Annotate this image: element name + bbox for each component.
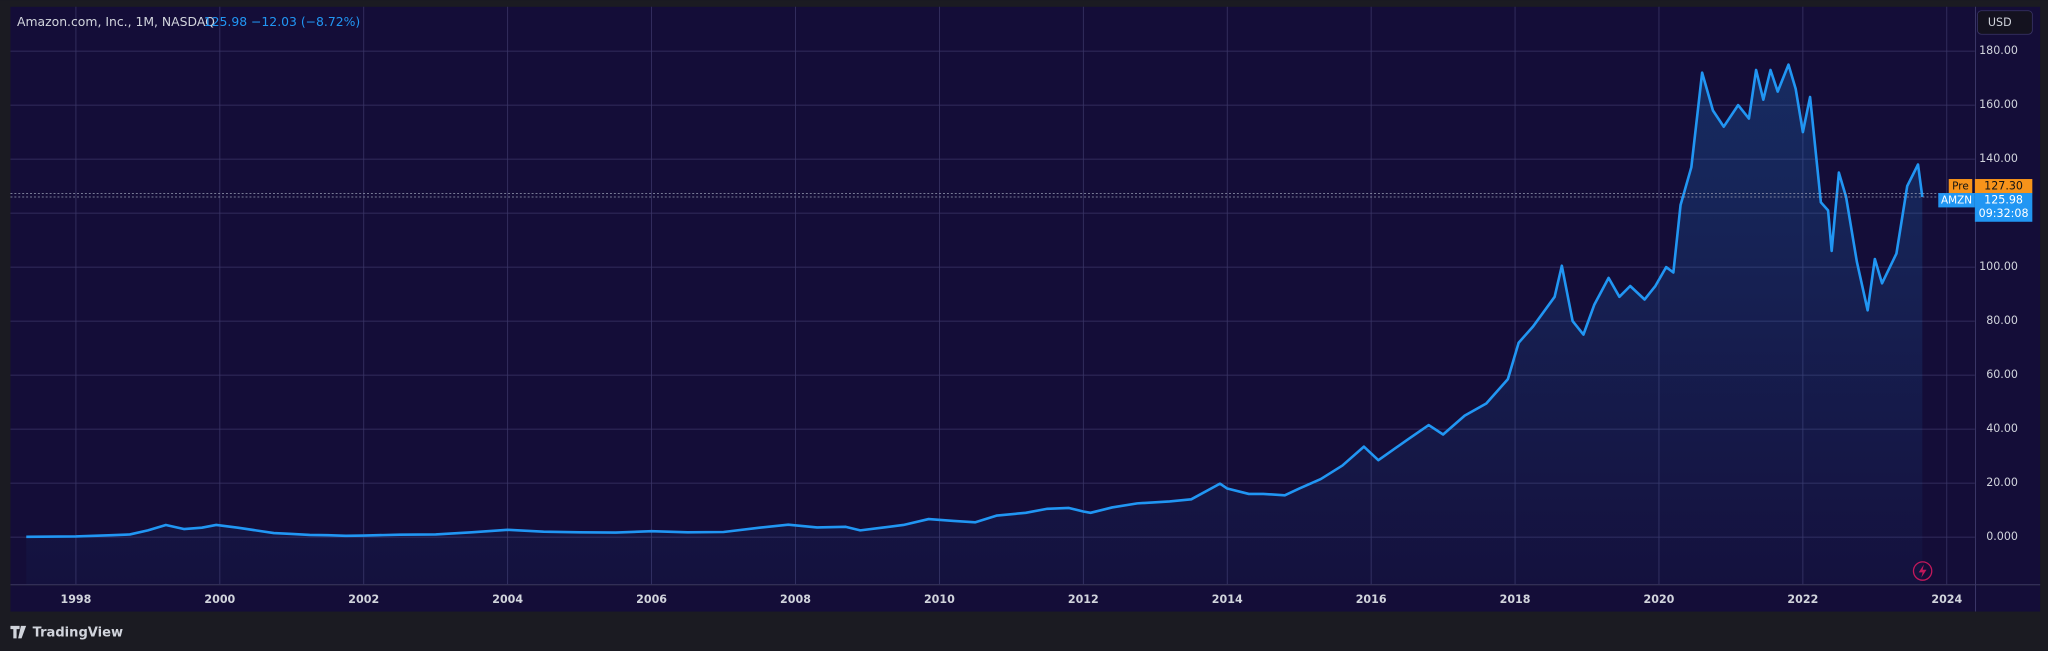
brand: TradingView bbox=[33, 626, 123, 641]
time-axis bbox=[10, 585, 2041, 612]
price-axis bbox=[1974, 6, 2041, 585]
symbol-title: Amazon.com, Inc., 1M, NASDAQ bbox=[17, 14, 215, 29]
last-value: 125.98 bbox=[1984, 194, 2023, 207]
last-name: AMZN bbox=[1941, 195, 1972, 207]
y-tick-label: 160.00 bbox=[1979, 98, 2018, 111]
currency-button[interactable] bbox=[1977, 10, 2033, 35]
area-fill bbox=[26, 64, 1923, 585]
x-tick-label: 2020 bbox=[1644, 593, 1675, 606]
last-time: 09:32:08 bbox=[1979, 207, 2029, 220]
y-tick-label: 100.00 bbox=[1979, 260, 2018, 273]
y-tick-label: 0.000 bbox=[1986, 530, 2018, 543]
brand-logo bbox=[10, 625, 27, 639]
pre-value: 127.30 bbox=[1984, 180, 2023, 193]
y-tick-label: 20.00 bbox=[1986, 476, 2018, 489]
x-tick-label: 2006 bbox=[636, 593, 667, 606]
x-tick-label: 2014 bbox=[1212, 593, 1243, 606]
quote: 125.98 −12.03 (−8.72%) bbox=[204, 14, 361, 29]
x-tick-label: 2000 bbox=[204, 593, 235, 606]
y-tick-label: 40.00 bbox=[1986, 422, 2018, 435]
series bbox=[10, 63, 1975, 585]
currency-label[interactable]: USD bbox=[1988, 16, 2012, 29]
last-tag bbox=[1938, 193, 1975, 208]
event-icon-bolt bbox=[1918, 564, 1927, 578]
x-tick-label: 2002 bbox=[348, 593, 379, 606]
x-tick-label: 2012 bbox=[1068, 593, 1099, 606]
y-tick-label: 140.00 bbox=[1979, 152, 2018, 165]
y-tick-label: 80.00 bbox=[1986, 314, 2018, 327]
x-tick-label: 1998 bbox=[60, 593, 91, 606]
x-tick-label: 2022 bbox=[1787, 593, 1818, 606]
pre-value-tag bbox=[1974, 179, 2033, 194]
pre-name: Pre bbox=[1952, 181, 1969, 193]
pre-tag bbox=[1948, 179, 1973, 194]
x-tick-label: 2016 bbox=[1356, 593, 1387, 606]
x-tick-label: 2004 bbox=[492, 593, 523, 606]
last-value-tag bbox=[1974, 193, 2033, 222]
x-tick-label: 2008 bbox=[780, 593, 811, 606]
event-icon[interactable] bbox=[1912, 561, 1933, 581]
x-tick-label: 2018 bbox=[1500, 593, 1531, 606]
labels: 1998 2000 2002 2004 2006 2008 2010 2012 2014 2016… bbox=[60, 44, 2033, 606]
price-line bbox=[26, 63, 1924, 539]
y-tick-label: 60.00 bbox=[1986, 368, 2018, 381]
x-tick-label: 2010 bbox=[924, 593, 955, 606]
y-tick-label: 180.00 bbox=[1979, 44, 2018, 57]
x-tick-label: 2024 bbox=[1931, 593, 1962, 606]
